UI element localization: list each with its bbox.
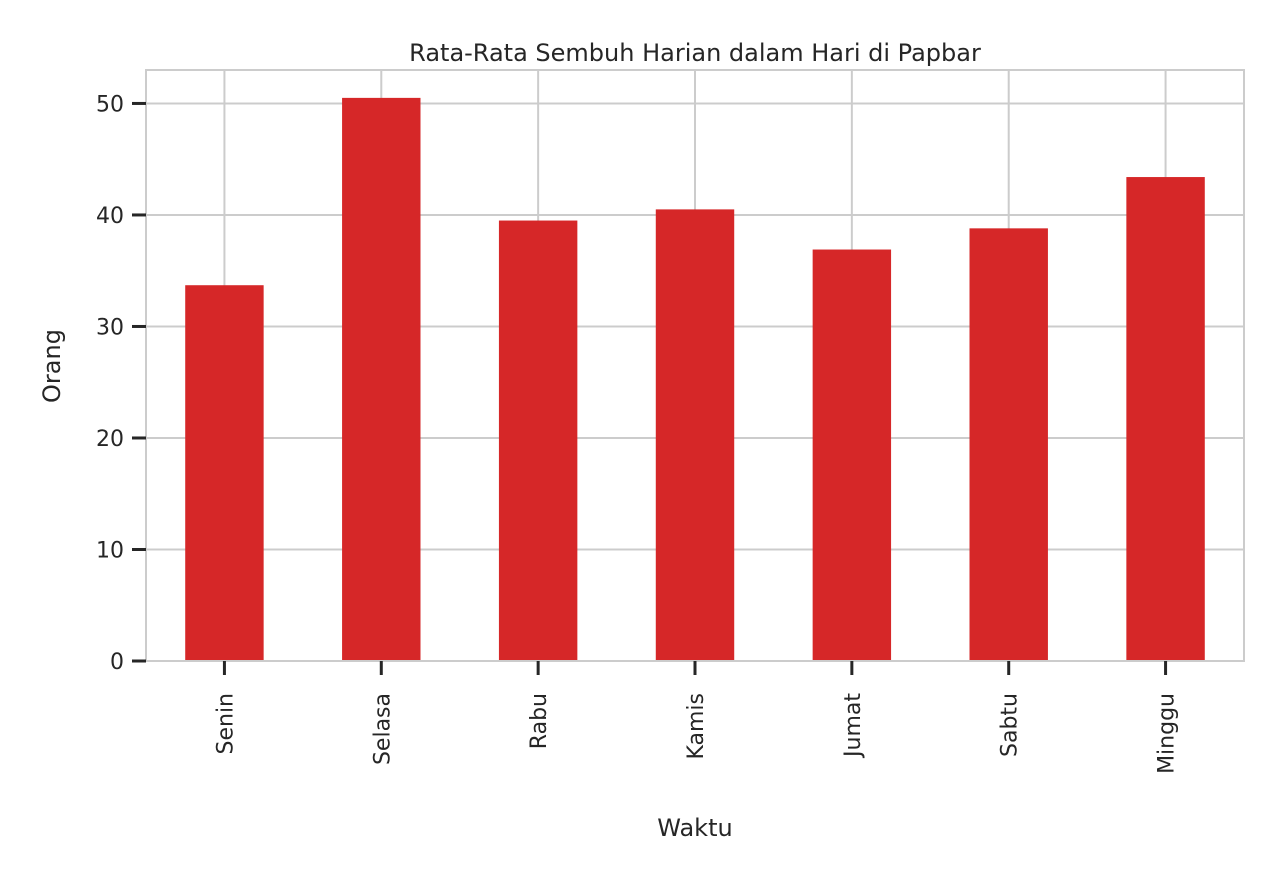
chart-title: Rata-Rata Sembuh Harian dalam Hari di Pa…: [409, 39, 981, 67]
bar-rabu: [498, 220, 578, 662]
x-axis-label: Waktu: [657, 814, 732, 842]
y-tick-label: 0: [110, 650, 124, 675]
bar-layer: [185, 97, 1205, 662]
bar-sabtu: [969, 228, 1048, 662]
bar-kamis: [655, 209, 735, 662]
x-tick-label: Kamis: [684, 693, 709, 760]
y-tick-label: 40: [96, 204, 124, 229]
tick-layer: 0 10 20 30 40 50 Senin Selasa Rabu Kamis Jumat Sabt…: [96, 92, 1180, 773]
x-tick-label: Jumat: [841, 693, 866, 759]
x-tick-label: Selasa: [370, 693, 395, 765]
bar-minggu: [1126, 177, 1205, 661]
bar-senin: [185, 285, 264, 661]
x-tick-label: Minggu: [1155, 693, 1180, 774]
x-tick-label: Rabu: [527, 693, 552, 749]
y-tick-label: 20: [96, 427, 124, 452]
y-axis-label: Orang: [38, 329, 66, 403]
bar-jumat: [812, 249, 892, 661]
x-tick-label: Senin: [213, 693, 238, 755]
bar-selasa: [342, 97, 421, 661]
x-tick-label: Sabtu: [998, 693, 1023, 757]
y-tick-label: 10: [96, 538, 124, 563]
y-tick-label: 50: [96, 92, 124, 117]
y-tick-label: 30: [96, 315, 124, 340]
